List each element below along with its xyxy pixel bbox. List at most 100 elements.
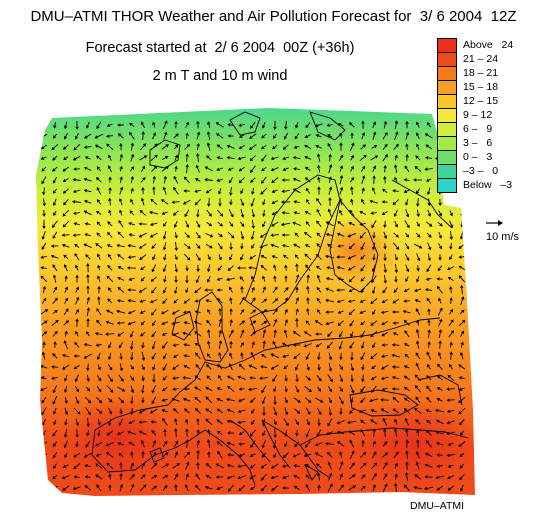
wind-arrow — [193, 320, 202, 325]
wind-arrow — [130, 352, 134, 361]
legend-item: 18 – 21 — [437, 66, 545, 81]
wind-arrow — [458, 396, 466, 404]
wind-arrow — [185, 461, 190, 470]
wind-arrow — [273, 395, 277, 406]
wind-arrow — [239, 329, 245, 338]
wind-arrow — [86, 318, 90, 328]
wind-arrow — [305, 187, 311, 194]
wind-arrow — [162, 221, 167, 227]
wind-arrow — [195, 473, 201, 481]
wind-arrow — [337, 123, 344, 127]
wind-arrow — [403, 299, 410, 303]
wind-arrow — [141, 165, 146, 172]
wind-arrow — [141, 397, 145, 404]
wind-arrow — [240, 308, 245, 315]
wind-arrow — [141, 451, 145, 459]
wind-arrow — [292, 331, 301, 337]
wind-arrow — [140, 474, 146, 480]
wind-arrow — [392, 310, 400, 314]
wind-arrow — [149, 210, 159, 215]
wind-arrow — [184, 232, 190, 239]
wind-arrow — [173, 440, 179, 448]
wind-arrow — [204, 166, 213, 172]
wind-arrow — [403, 375, 410, 381]
wind-arrow — [52, 396, 58, 405]
wind-arrow — [162, 286, 167, 294]
wind-arrow — [227, 484, 234, 492]
wind-arrow — [238, 442, 245, 446]
wind-arrow — [270, 233, 279, 237]
wind-arrow — [416, 197, 420, 207]
wind-arrow — [446, 387, 455, 391]
wind-arrow — [270, 475, 279, 480]
legend-swatch — [437, 150, 457, 165]
wind-arrow — [339, 451, 343, 459]
wind-arrow — [414, 374, 422, 382]
wind-arrow — [119, 165, 123, 172]
wind-arrow — [161, 409, 168, 413]
wind-arrow — [292, 156, 301, 160]
wind-arrow — [380, 408, 389, 414]
wind-arrow — [414, 299, 421, 303]
wind-arrow — [52, 297, 58, 304]
wind-arrow — [139, 310, 146, 314]
wind-arrow — [42, 285, 47, 294]
wind-arrow — [458, 407, 466, 415]
wind-arrow — [249, 155, 256, 162]
wind-arrow — [238, 398, 246, 403]
wind-arrow — [402, 309, 411, 314]
wind-arrow — [449, 220, 454, 229]
wind-arrow — [95, 177, 102, 183]
wind-arrow — [205, 462, 212, 469]
wind-arrow — [127, 321, 136, 326]
wind-arrow — [83, 243, 92, 249]
wind-arrow — [436, 375, 443, 381]
wind-arrow — [304, 144, 312, 149]
legend-label: –3 – 0 — [463, 165, 499, 177]
wind-arrow — [74, 374, 79, 383]
wind-arrow — [250, 309, 257, 315]
wind-arrow — [427, 198, 431, 207]
legend-item: 9 – 12 — [437, 108, 545, 123]
wind-arrow — [414, 243, 423, 249]
wind-arrow — [415, 352, 421, 360]
wind-arrow — [314, 452, 323, 458]
wind-arrow — [272, 440, 277, 449]
wind-arrow — [107, 221, 113, 227]
wind-arrow — [436, 453, 443, 457]
wind-arrow — [75, 441, 79, 448]
wind-arrow — [229, 199, 233, 206]
wind-arrow — [283, 329, 288, 338]
wind-arrow — [437, 221, 443, 227]
wind-arrow — [282, 254, 289, 260]
wind-arrow — [361, 120, 365, 129]
wind-arrow — [53, 408, 57, 415]
wind-arrow — [262, 430, 266, 437]
wind-arrow — [271, 177, 279, 184]
wind-arrow — [207, 197, 211, 207]
wind-arrow — [53, 419, 57, 426]
wind-arrow — [174, 428, 178, 438]
wind-arrow — [141, 385, 145, 394]
wind-arrow — [292, 343, 301, 347]
wind-arrow — [161, 321, 169, 326]
wind-arrow — [75, 309, 80, 315]
wind-arrow — [53, 122, 57, 129]
wind-arrow — [205, 396, 213, 404]
wind-arrow — [370, 376, 377, 381]
wind-arrow — [315, 463, 322, 469]
wind-arrow — [162, 186, 167, 195]
wind-arrow — [371, 462, 378, 470]
wind-arrow — [40, 156, 47, 160]
wind-arrow — [348, 485, 357, 491]
wind-arrow — [161, 144, 169, 150]
wind-arrow — [108, 197, 112, 206]
wind-arrow — [240, 243, 244, 250]
wind-arrow — [425, 452, 433, 458]
wind-arrow — [205, 475, 212, 479]
wind-arrow — [424, 486, 434, 491]
wind-arrow — [83, 452, 92, 458]
wind-arrow — [271, 200, 278, 204]
wind-arrow — [86, 307, 91, 316]
wind-arrow — [161, 341, 168, 349]
